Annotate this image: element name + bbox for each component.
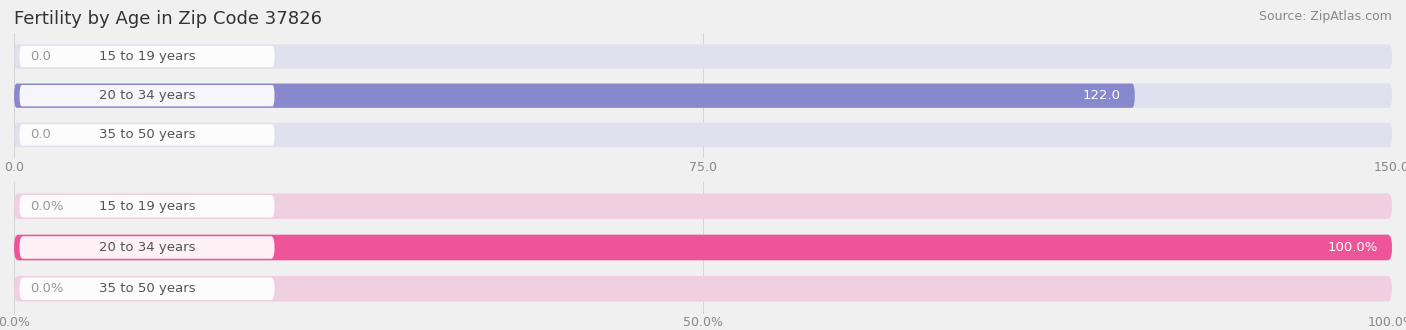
FancyBboxPatch shape [20, 278, 274, 300]
FancyBboxPatch shape [14, 44, 1392, 69]
FancyBboxPatch shape [14, 235, 1392, 260]
FancyBboxPatch shape [14, 193, 1392, 219]
Text: 0.0%: 0.0% [31, 200, 65, 213]
Text: 0.0: 0.0 [31, 128, 52, 141]
FancyBboxPatch shape [14, 123, 1392, 147]
Text: 122.0: 122.0 [1083, 89, 1121, 102]
Text: 20 to 34 years: 20 to 34 years [98, 241, 195, 254]
Text: 0.0%: 0.0% [31, 282, 65, 295]
Text: Source: ZipAtlas.com: Source: ZipAtlas.com [1258, 10, 1392, 23]
FancyBboxPatch shape [14, 235, 1392, 260]
FancyBboxPatch shape [14, 83, 1135, 108]
Text: 100.0%: 100.0% [1327, 241, 1378, 254]
Text: 0.0: 0.0 [31, 50, 52, 63]
FancyBboxPatch shape [20, 236, 274, 259]
FancyBboxPatch shape [20, 195, 274, 217]
FancyBboxPatch shape [20, 85, 274, 106]
Text: 35 to 50 years: 35 to 50 years [98, 128, 195, 141]
Text: 35 to 50 years: 35 to 50 years [98, 282, 195, 295]
FancyBboxPatch shape [20, 46, 274, 67]
Text: 15 to 19 years: 15 to 19 years [98, 200, 195, 213]
FancyBboxPatch shape [14, 83, 1392, 108]
Text: Fertility by Age in Zip Code 37826: Fertility by Age in Zip Code 37826 [14, 10, 322, 28]
FancyBboxPatch shape [14, 276, 1392, 302]
FancyBboxPatch shape [20, 124, 274, 146]
Text: 15 to 19 years: 15 to 19 years [98, 50, 195, 63]
Text: 20 to 34 years: 20 to 34 years [98, 89, 195, 102]
